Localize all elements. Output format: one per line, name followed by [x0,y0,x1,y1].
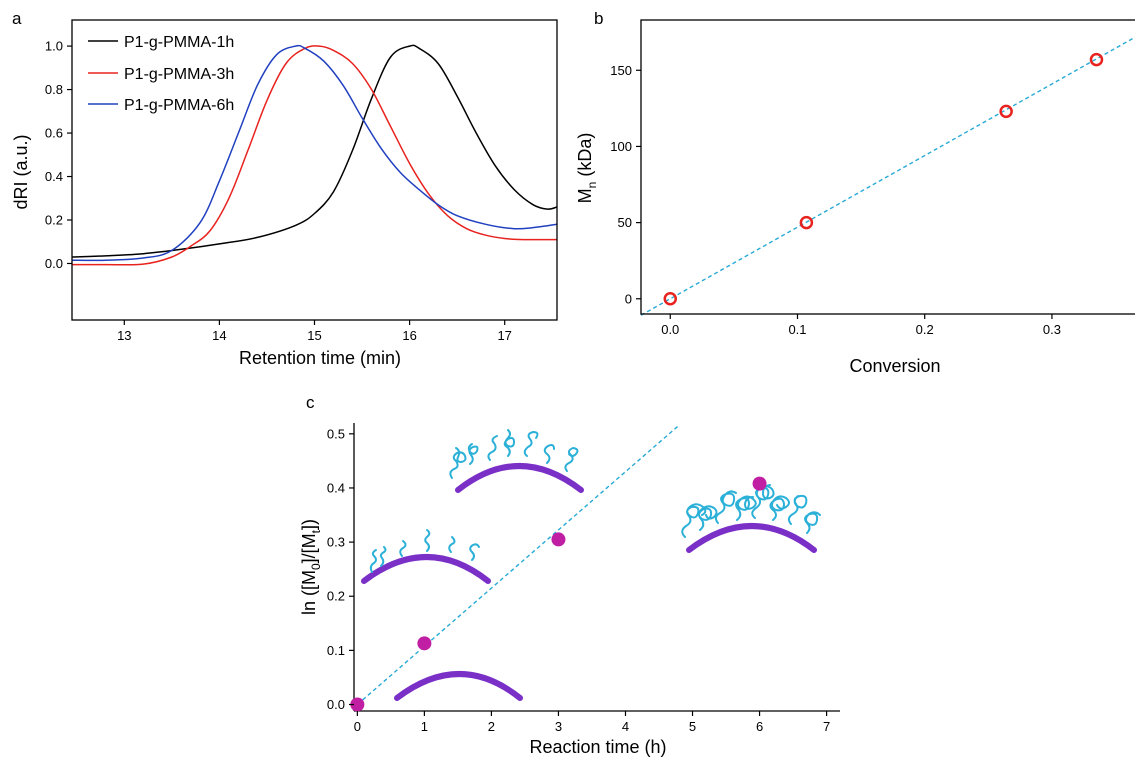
polymer-chains-short [369,529,480,573]
panel-b-y-tick-label-0: 0 [625,291,632,306]
panel-b-x-tick-label-1: 0.1 [788,322,806,337]
panel-b-x-tick-label-2: 0.2 [916,322,934,337]
panel-c-x-tick-label-1: 1 [421,719,428,734]
panel-b-y-tick-label-1: 50 [618,215,632,230]
panel-a-y-label: dRI (a.u.) [11,134,31,209]
particle-medium-brush-schematic [449,429,584,493]
panel-c-y-tick-label-2: 0.2 [327,589,345,604]
panel-a-y-tick-label-3: 0.6 [45,126,63,141]
panel-b: b 0.0 0.1 0.2 0.3 0 50 100 150 Conversion Mn (… [575,9,1135,376]
data-point-b-1 [799,215,814,230]
panel-b-x-tick-label-0: 0.0 [661,322,679,337]
panel-c-x-tick-label-6: 6 [756,719,763,734]
fit-line-c [356,424,680,706]
data-point-b-3 [1089,52,1104,67]
particle-short-brush-schematic [361,529,491,584]
data-point-c-2 [551,532,566,547]
panel-a-legend: P1-g-PMMA-1h P1-g-PMMA-3h P1-g-PMMA-6h [88,34,234,114]
legend-6h-label: P1-g-PMMA-6h [124,97,234,114]
particle-bare-schematic [394,671,523,701]
data-point-c-3 [752,476,767,491]
panel-c-x-tick-label-2: 2 [488,719,495,734]
panel-a-x-tick-label-2: 15 [307,328,321,343]
panel-a-x-tick-label-1: 14 [212,328,226,343]
fit-line-b [640,36,1135,316]
panel-c-y-tick-label-5: 0.5 [327,426,345,441]
particle-arc-6h [686,523,817,553]
panel-c-x-tick-label-3: 3 [555,719,562,734]
particle-arc-1h [361,554,491,584]
particle-arc-3h [455,463,584,493]
panel-a-y-ticks: 0.0 0.2 0.4 0.6 0.8 1.0 [45,39,72,271]
panel-a-x-label: Retention time (min) [239,348,401,368]
panel-c-x-tick-label-5: 5 [689,719,696,734]
panel-b-y-label: Mn (kDa) [575,133,599,204]
panel-a: a 13 14 15 16 17 0.0 0.2 0.4 0.6 0.8 1.0 Retentio… [11,9,558,368]
panel-c: c [299,393,840,757]
particle-long-brush-schematic [681,484,821,553]
panel-a-letter: a [12,9,22,28]
panel-b-x-ticks: 0.0 0.1 0.2 0.3 [661,314,1061,337]
panel-a-x-tick-label-4: 17 [497,328,511,343]
panel-b-y-ticks: 0 50 100 150 [610,63,641,306]
panel-a-y-tick-label-0: 0.0 [45,256,63,271]
panel-c-axes [353,423,840,712]
legend-3h-label: P1-g-PMMA-3h [124,66,234,83]
panel-c-x-tick-label-0: 0 [354,719,361,734]
panel-a-x-ticks: 13 14 15 16 17 [117,320,512,343]
panel-a-x-tick-label-3: 16 [402,328,416,343]
panel-b-frame [640,19,1135,315]
panel-c-x-label: Reaction time (h) [529,737,666,757]
panel-a-y-tick-label-1: 0.2 [45,213,63,228]
panel-b-y-tick-label-2: 100 [610,139,632,154]
panel-a-y-tick-label-4: 0.8 [45,82,63,97]
panel-c-x-tick-label-4: 4 [622,719,629,734]
panel-c-x-tick-label-7: 7 [823,719,830,734]
panel-c-y-tick-label-1: 0.1 [327,643,345,658]
panel-c-y-tick-label-4: 0.4 [327,480,345,495]
data-point-b-2 [999,104,1013,119]
panel-c-fit-line [356,424,680,706]
panel-a-y-tick-label-2: 0.4 [45,169,63,184]
panel-a-series [71,44,558,266]
panel-c-letter: c [306,393,315,412]
panel-c-y-tick-label-0: 0.0 [327,697,345,712]
panel-b-x-label: Conversion [849,356,940,376]
panel-a-frame [71,19,558,321]
data-point-b-0 [663,292,678,306]
polymer-chains-long [681,484,821,538]
data-point-c-1 [417,636,432,651]
panel-c-y-ticks: 0.0 0.1 0.2 0.3 0.4 0.5 [327,426,354,712]
panel-c-y-tick-label-3: 0.3 [327,535,345,550]
panel-b-y-tick-label-3: 150 [610,63,632,78]
panel-b-letter: b [594,9,603,28]
series-line-2 [71,44,558,262]
polymer-chains-medium [449,429,579,479]
panel-a-x-tick-label-0: 13 [117,328,131,343]
panel-a-y-tick-label-5: 1.0 [45,39,63,54]
panel-c-x-ticks: 0 1 2 3 4 5 6 7 [354,711,830,734]
series-line-1 [72,45,558,266]
particle-arc-0h [394,671,523,701]
panel-b-x-tick-label-3: 0.3 [1043,322,1061,337]
data-point-c-0 [350,697,365,712]
legend-1h-label: P1-g-PMMA-1h [124,34,234,51]
panel-c-y-label: ln ([M0]/[Mt]) [299,519,323,615]
panel-b-fit-line [640,36,1135,316]
panel-c-points [350,476,767,712]
series-line-0 [71,44,558,258]
panel-b-points [663,52,1104,306]
